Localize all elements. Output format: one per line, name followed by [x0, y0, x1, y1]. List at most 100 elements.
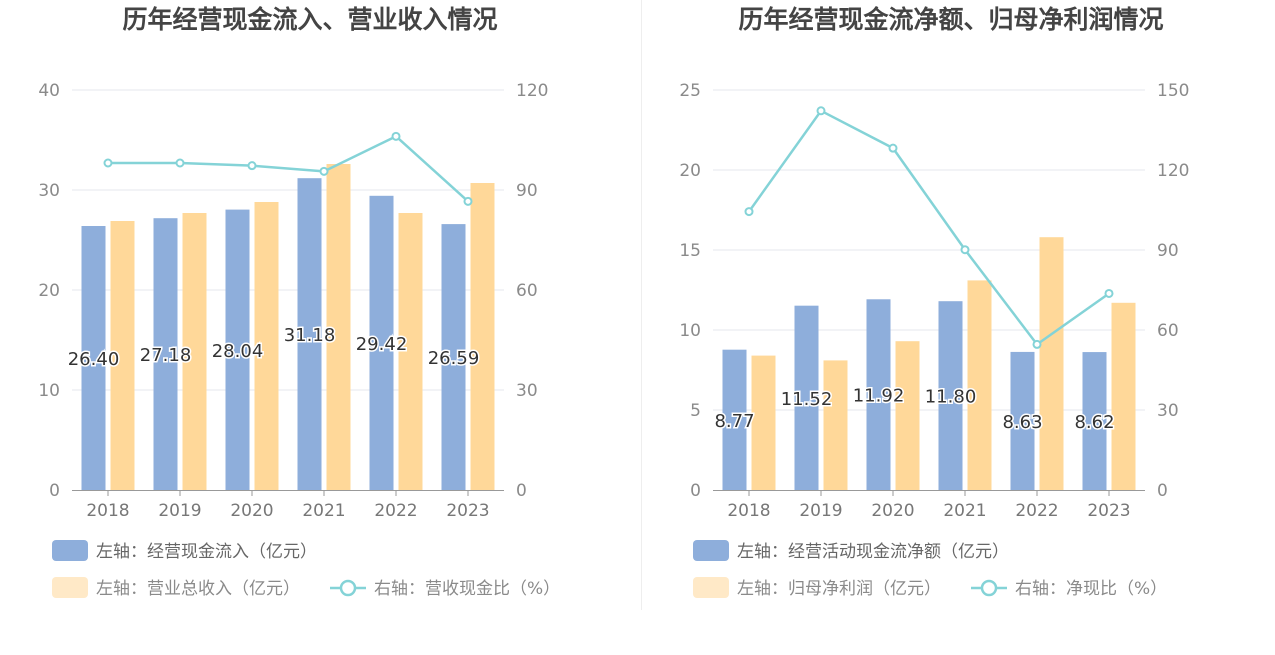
line-point: [319, 166, 329, 176]
bar-primary: [722, 349, 747, 490]
bar-primary: [81, 226, 106, 490]
left-axis-tick-label: 20: [679, 161, 701, 181]
legend-label-primary: 左轴：经营现金流入（亿元）: [96, 542, 317, 562]
bar-secondary: [823, 360, 848, 490]
right-axis-tick-label: 0: [1157, 481, 1168, 501]
bar-data-label: 29.42: [356, 334, 408, 355]
left-axis-tick-label: 0: [49, 481, 60, 501]
bar-primary: [1010, 351, 1035, 490]
bar-secondary: [967, 280, 992, 490]
panel-divider: [641, 0, 642, 610]
bar-secondary: [182, 213, 207, 490]
bar-primary: [794, 305, 819, 490]
chart-title: 历年经营现金流净额、归母净利润情况: [738, 5, 1163, 34]
line-series: [747, 109, 1110, 346]
legend-label-secondary: 左轴：营业总收入（亿元）: [96, 579, 300, 599]
bar-primary: [153, 218, 178, 490]
line-point: [1032, 339, 1042, 349]
right-axis-tick-label: 120: [1157, 161, 1189, 181]
right-axis-tick-label: 120: [516, 81, 548, 101]
bar-data-label: 26.40: [68, 349, 120, 370]
legend-label-secondary: 左轴：归母净利润（亿元）: [737, 579, 941, 599]
left-axis-tick-label: 30: [38, 181, 60, 201]
left-axis-tick-label: 0: [690, 481, 701, 501]
line-point: [247, 161, 257, 171]
line-point: [463, 196, 473, 206]
legend-label-primary: 左轴：经营活动现金流净额（亿元）: [737, 542, 1009, 562]
x-axis-tick-label: 2019: [158, 501, 201, 521]
bar-secondary: [326, 164, 351, 490]
line-point: [744, 207, 754, 217]
right-axis-tick-label: 60: [516, 281, 538, 301]
bar-secondary: [398, 213, 423, 490]
right-axis-tick-label: 60: [1157, 321, 1179, 341]
x-axis-tick-label: 2018: [86, 501, 129, 521]
bar-data-label: 8.62: [1074, 412, 1114, 433]
bar-primary: [866, 299, 891, 490]
line-point: [888, 143, 898, 153]
bar-data-label: 11.92: [853, 386, 905, 407]
bar-data-label: 31.18: [284, 325, 336, 346]
bar-data-label: 8.63: [1002, 412, 1042, 433]
line-point: [391, 131, 401, 141]
x-axis-tick-label: 2021: [943, 501, 986, 521]
x-axis-tick-label: 2023: [446, 501, 489, 521]
line-point: [960, 245, 970, 255]
chart-right: 历年经营现金流净额、归母净利润情况 0 5 10 15 20 25 0 30 60 90 120 150…: [679, 5, 1189, 599]
bar-primary: [225, 209, 250, 490]
left-axis-tick-label: 15: [679, 241, 701, 261]
legend-swatch-primary: [52, 540, 88, 561]
legend-swatch-secondary: [52, 577, 88, 598]
x-axis-tick-label: 2022: [374, 501, 417, 521]
chart-title: 历年经营现金流入、营业收入情况: [122, 5, 497, 34]
left-axis-tick-label: 10: [38, 381, 60, 401]
left-axis-tick-label: 40: [38, 81, 60, 101]
right-axis-tick-label: 90: [516, 181, 538, 201]
bar-secondary: [751, 355, 776, 490]
legend-label-line: 右轴：净现比（%）: [1015, 579, 1167, 599]
bar-data-label: 28.04: [212, 341, 264, 362]
chart-left: 历年经营现金流入、营业收入情况 0 10 20 30 40 0 30 60 90 120 2018 20…: [38, 5, 560, 599]
right-axis-tick-label: 90: [1157, 241, 1179, 261]
legend-swatch-secondary: [693, 577, 729, 598]
x-axis-tick-label: 2020: [230, 501, 273, 521]
left-axis-tick-label: 5: [690, 401, 701, 421]
bar-secondary: [110, 221, 135, 490]
right-axis-tick-label: 150: [1157, 81, 1189, 101]
line-point: [103, 158, 113, 168]
legend-swatch-line-marker: [339, 579, 357, 597]
bar-secondary: [254, 202, 279, 490]
line-point: [816, 106, 826, 116]
left-axis-tick-label: 20: [38, 281, 60, 301]
legend-swatch-line-marker: [980, 579, 998, 597]
bar-primary: [369, 195, 394, 491]
bar-primary: [1082, 352, 1107, 490]
bar-data-label: 8.77: [714, 411, 754, 432]
bar-primary: [297, 178, 322, 490]
right-axis-tick-label: 30: [1157, 401, 1179, 421]
bar-data-label: 11.52: [781, 389, 833, 410]
left-axis-tick-label: 10: [679, 321, 701, 341]
legend-label-line: 右轴：营收现金比（%）: [374, 579, 560, 599]
x-axis-tick-label: 2019: [799, 501, 842, 521]
bar-data-label: 11.80: [925, 387, 977, 408]
line-point: [175, 158, 185, 168]
bar-primary: [441, 224, 466, 490]
bar-data-label: 27.18: [140, 345, 192, 366]
x-axis-tick-label: 2023: [1087, 501, 1130, 521]
x-axis-tick-label: 2022: [1015, 501, 1058, 521]
bar-secondary: [895, 341, 920, 490]
x-axis-tick-label: 2020: [871, 501, 914, 521]
line-series: [108, 135, 469, 203]
line-point: [1104, 288, 1114, 298]
legend-swatch-primary: [693, 540, 729, 561]
bar-data-label: 26.59: [428, 348, 480, 369]
bar-primary: [938, 301, 963, 490]
bar-secondary: [1111, 302, 1136, 490]
x-axis-tick-label: 2018: [727, 501, 770, 521]
bar-secondary: [1039, 237, 1064, 490]
bar-secondary: [470, 183, 495, 490]
right-axis-tick-label: 30: [516, 381, 538, 401]
right-axis-tick-label: 0: [516, 481, 527, 501]
